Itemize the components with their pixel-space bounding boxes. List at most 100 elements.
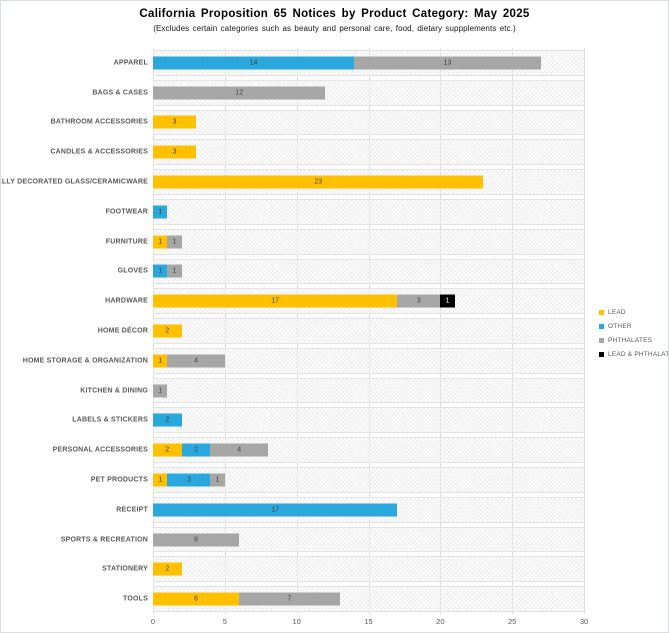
legend-label: LEAD & PHTHALATES xyxy=(608,351,669,358)
row-band xyxy=(153,347,584,374)
bar-segment-lead: 1 xyxy=(153,354,168,368)
bar-segment-lead: 1 xyxy=(153,473,168,487)
stacked-bar: 3 xyxy=(153,115,584,129)
stacked-bar: 14 13 xyxy=(153,56,584,70)
x-tick-label-30: 30 xyxy=(579,617,589,626)
plot-area: APPAREL 14 13 BAGS & CASES 12 BATHROOM ACCESS… xyxy=(1,48,585,614)
category-row-labels-stickers: LABELS & STICKERS 2 xyxy=(72,405,584,435)
category-label: STATIONERY xyxy=(102,565,148,573)
legend-swatch-icon xyxy=(599,324,604,329)
category-row-apparel: APPAREL 14 13 xyxy=(114,48,584,78)
legend-item-other: OTHER xyxy=(599,323,668,330)
bar-segment-lead: 2 xyxy=(153,562,182,576)
category-label: KITCHEN & DINING xyxy=(80,387,148,395)
x-tick-label-20: 20 xyxy=(436,617,445,626)
category-label: SPORTS & RECREATION xyxy=(60,536,148,544)
bar-segment-lead: 3 xyxy=(153,145,197,159)
bar-segment-other: 3 xyxy=(167,473,211,487)
row-band xyxy=(153,467,584,493)
category-label: LABELS & STICKERS xyxy=(72,416,148,424)
legend-swatch-icon xyxy=(599,310,604,315)
category-label: FURNITURE xyxy=(105,238,148,246)
bar-segment-phthalates: 3 xyxy=(397,294,441,308)
category-label: FOOTWEAR xyxy=(105,208,148,216)
category-row-stationery: STATIONERY 2 xyxy=(102,554,584,584)
bar-segment-lead: 1 xyxy=(153,235,168,249)
bar-segment-phthalates: 13 xyxy=(354,56,541,70)
category-row-bathroom-accessories: BATHROOM ACCESSORIES 3 xyxy=(51,108,584,138)
category-label: GLOVES xyxy=(117,267,148,275)
bar-segment-lead: 2 xyxy=(153,443,182,457)
legend-item-phthalates: PHTHALATES xyxy=(599,337,668,344)
category-label: APPAREL xyxy=(113,59,148,67)
bar-segment-other: 17 xyxy=(153,503,398,517)
x-tick-label-10: 10 xyxy=(292,617,301,626)
row-band xyxy=(153,228,584,255)
category-row-externally-decorated-glass-ceramicware: EXTERNALLY DECORATED GLASS/CERAMICWARE 23 xyxy=(1,167,584,197)
row-band xyxy=(153,407,584,434)
category-row-tools: TOOLS 6 7 xyxy=(123,584,584,614)
legend-item-lead: LEAD xyxy=(599,309,668,316)
bar-segment-other: 1 xyxy=(153,205,168,219)
stacked-bar: 6 xyxy=(153,533,584,547)
bar-segment-other: 1 xyxy=(153,264,168,278)
category-label: HOME DÉCOR xyxy=(97,327,148,335)
bar-segment-phthalates: 1 xyxy=(153,384,168,398)
row-band xyxy=(153,198,584,225)
legend-label: LEAD xyxy=(608,309,626,316)
row-band xyxy=(153,258,584,285)
bar-segment-lead-phthalates: 1 xyxy=(440,294,455,308)
row-band xyxy=(153,556,584,583)
row-band xyxy=(153,318,584,344)
category-row-personal-accessories: PERSONAL ACCESSORIES 2 2 4 xyxy=(53,435,584,465)
category-row-hardware: HARDWARE 17 3 1 xyxy=(105,286,584,316)
category-label: TOOLS xyxy=(123,595,148,603)
stacked-bar: 2 xyxy=(153,324,584,338)
x-tick-label-15: 15 xyxy=(364,617,373,626)
x-tick-label-25: 25 xyxy=(507,617,517,626)
stacked-bar: 3 xyxy=(153,145,584,159)
category-row-furniture: FURNITURE 1 1 xyxy=(106,227,584,257)
x-tick-label-5: 5 xyxy=(222,617,227,626)
bar-segment-phthalates: 4 xyxy=(167,354,225,368)
bar-segment-phthalates: 6 xyxy=(153,533,240,547)
bar-segment-phthalates: 12 xyxy=(153,86,326,100)
category-row-candles-accessories: CANDLES & ACCESSORIES 3 xyxy=(50,137,584,167)
stacked-bar: 2 xyxy=(153,562,584,576)
category-row-kitchen-dining: KITCHEN & DINING 1 xyxy=(80,376,584,406)
stacked-bar: 12 xyxy=(153,86,584,100)
bar-segment-lead: 3 xyxy=(153,115,197,129)
bar-segment-other: 2 xyxy=(153,413,182,427)
category-label: PERSONAL ACCESSORIES xyxy=(52,446,148,454)
category-row-footwear: FOOTWEAR 1 xyxy=(106,197,584,227)
chart-title: California Proposition 65 Notices by Pro… xyxy=(139,8,530,20)
category-row-receipt: RECEIPT 17 xyxy=(116,495,584,525)
stacked-bar: 1 xyxy=(153,205,584,219)
category-label: HARDWARE xyxy=(105,297,148,305)
bar-segment-phthalates: 4 xyxy=(210,443,268,457)
bar-segment-lead: 6 xyxy=(153,592,240,606)
bar-segment-lead: 17 xyxy=(153,294,398,308)
stacked-bar: 2 xyxy=(153,413,584,427)
x-tick-label-0: 0 xyxy=(150,617,156,626)
legend-item-lead-phthalates: LEAD & PHTHALATES xyxy=(599,351,669,358)
row-band xyxy=(153,377,584,404)
bar-segment-phthalates: 1 xyxy=(167,264,182,278)
legend-label: PHTHALATES xyxy=(608,337,653,344)
legend-label: OTHER xyxy=(608,323,632,330)
stacked-bar: 1 xyxy=(153,384,584,398)
row-band xyxy=(153,526,584,553)
category-row-sports-recreation: SPORTS & RECREATION 6 xyxy=(61,525,584,555)
bar-segment-lead: 23 xyxy=(153,175,484,189)
chart-subtitle: (Excludes certain categories such as bea… xyxy=(153,24,516,33)
bar-segment-phthalates: 1 xyxy=(167,235,182,249)
category-label: HOME STORAGE & ORGANIZATION xyxy=(22,357,148,365)
row-band xyxy=(153,139,584,166)
category-row-bags-cases: BAGS & CASES 12 xyxy=(92,78,584,108)
category-row-home-d-cor: HOME DÉCOR 2 xyxy=(98,316,584,346)
